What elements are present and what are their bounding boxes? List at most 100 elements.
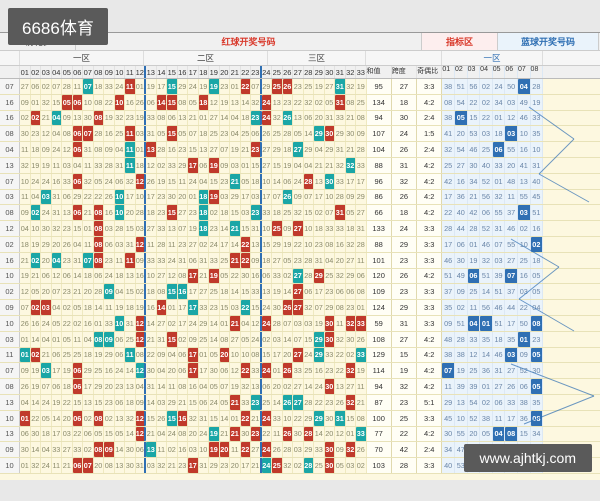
- red-ball-cell[interactable]: 03: [251, 190, 262, 205]
- blue-ball-cell[interactable]: 32: [442, 142, 455, 157]
- red-ball-cell[interactable]: 28: [335, 190, 346, 205]
- blue-ball-cell[interactable]: 08: [531, 411, 544, 426]
- red-ball-cell[interactable]: 03: [346, 458, 357, 473]
- red-ball-cell[interactable]: 29: [304, 442, 315, 457]
- red-ball-cell[interactable]: 08: [356, 284, 367, 299]
- red-ball-cell[interactable]: 17: [199, 363, 210, 378]
- indicator-cell-ratio[interactable]: 3:3: [417, 284, 442, 299]
- red-ball-cell[interactable]: 33: [293, 363, 304, 378]
- red-ball-cell[interactable]: 29: [325, 142, 336, 157]
- table-row[interactable]: 07 10 24 24 16 33 06 32 05 24 06 32 12 26 19 15 11 24 04 15…: [0, 174, 600, 190]
- red-ball-cell[interactable]: 12: [136, 316, 147, 331]
- red-ball-cell[interactable]: 16: [167, 142, 178, 157]
- red-ball-cell[interactable]: 08: [220, 332, 231, 347]
- blue-ball-cell[interactable]: 02: [480, 79, 493, 94]
- red-ball-cell[interactable]: 24: [167, 253, 178, 268]
- red-ball-cell[interactable]: 32: [20, 158, 31, 173]
- red-ball-cell[interactable]: 27: [346, 379, 357, 394]
- red-ball-cell[interactable]: 01: [230, 411, 241, 426]
- red-ball-cell[interactable]: 17: [52, 363, 63, 378]
- red-ball-cell[interactable]: 21: [251, 411, 262, 426]
- red-ball-cell[interactable]: 20: [188, 427, 199, 442]
- red-ball-cell[interactable]: 24: [199, 427, 210, 442]
- red-ball-cell[interactable]: 14: [31, 395, 42, 410]
- red-ball-cell[interactable]: 04: [325, 253, 336, 268]
- red-ball-cell[interactable]: 11: [83, 158, 94, 173]
- red-ball-cell[interactable]: 33: [104, 79, 115, 94]
- red-ball-cell[interactable]: 11: [52, 158, 63, 173]
- indicator-cell-span[interactable]: 30: [392, 111, 417, 126]
- red-ball-cell[interactable]: 02: [167, 316, 178, 331]
- blue-ball-cell[interactable]: 39: [493, 269, 506, 284]
- red-ball-cell[interactable]: 05: [283, 253, 294, 268]
- red-ball-cell[interactable]: 28: [136, 205, 147, 220]
- red-ball-cell[interactable]: 27: [262, 142, 273, 157]
- red-ball-cell[interactable]: 02: [73, 316, 84, 331]
- red-ball-cell[interactable]: 31: [199, 253, 210, 268]
- red-ball-cell[interactable]: 13: [230, 95, 241, 110]
- indicator-cell-sum[interactable]: 109: [367, 284, 392, 299]
- red-ball-cell[interactable]: 23: [220, 174, 231, 189]
- blue-ball-cell[interactable]: 46: [468, 142, 481, 157]
- blue-ball-cell[interactable]: 01: [493, 174, 506, 189]
- blue-ball-cell[interactable]: 52: [480, 174, 493, 189]
- red-ball-cell[interactable]: 04: [136, 379, 147, 394]
- table-row[interactable]: 16 02 02 21 04 09 13 30 08 19 32 23 19 33 08 06 13 21 01 27…: [0, 111, 600, 127]
- red-ball-cell[interactable]: 24: [262, 316, 273, 331]
- red-ball-cell[interactable]: 27: [178, 205, 189, 220]
- red-ball-cell[interactable]: 14: [272, 395, 283, 410]
- blue-ball-cell[interactable]: 42: [442, 174, 455, 189]
- blue-ball-cell[interactable]: 35: [531, 126, 544, 141]
- red-ball-cell[interactable]: 13: [314, 174, 325, 189]
- indicator-cell-span[interactable]: 19: [392, 363, 417, 378]
- red-ball-cell[interactable]: 22: [230, 269, 241, 284]
- red-ball-cell[interactable]: 20: [83, 284, 94, 299]
- red-ball-cell[interactable]: 14: [157, 379, 168, 394]
- red-ball-cell[interactable]: 04: [52, 300, 63, 315]
- red-ball-cell[interactable]: 08: [335, 300, 346, 315]
- blue-ball-cell[interactable]: 44: [505, 300, 518, 315]
- blue-ball-cell[interactable]: 42: [468, 205, 481, 220]
- red-ball-cell[interactable]: 33: [52, 442, 63, 457]
- red-ball-cell[interactable]: 01: [241, 158, 252, 173]
- red-ball-cell[interactable]: 21: [346, 142, 357, 157]
- red-ball-cell[interactable]: 19: [136, 111, 147, 126]
- table-row[interactable]: 02 18 19 29 20 26 04 11 08 06 03 31 12 11 28 11 23 27 02 24…: [0, 237, 600, 253]
- red-ball-cell[interactable]: 06: [115, 174, 126, 189]
- indicator-cell-span[interactable]: 15: [392, 348, 417, 363]
- red-ball-cell[interactable]: 30: [325, 332, 336, 347]
- red-ball-cell[interactable]: 03: [293, 442, 304, 457]
- blue-ball-cell[interactable]: 46: [505, 221, 518, 236]
- blue-ball-cell[interactable]: 02: [518, 221, 531, 236]
- red-ball-cell[interactable]: 13: [167, 221, 178, 236]
- red-ball-cell[interactable]: 15: [94, 395, 105, 410]
- red-ball-cell[interactable]: 31: [83, 142, 94, 157]
- red-ball-cell[interactable]: 18: [136, 158, 147, 173]
- red-ball-cell[interactable]: 16: [104, 363, 115, 378]
- red-ball-cell[interactable]: 17: [188, 284, 199, 299]
- table-row[interactable]: 11 01 02 21 06 25 25 18 19 29 06 11 08 22 09 04 06 17 01 05…: [0, 348, 600, 364]
- red-ball-cell[interactable]: 08: [94, 221, 105, 236]
- blue-ball-cell[interactable]: 22: [468, 95, 481, 110]
- blue-ball-cell[interactable]: 51: [455, 316, 468, 331]
- red-ball-cell[interactable]: 18: [83, 269, 94, 284]
- red-ball-cell[interactable]: 06: [178, 348, 189, 363]
- red-ball-cell[interactable]: 23: [178, 142, 189, 157]
- red-ball-cell[interactable]: 01: [220, 316, 231, 331]
- red-ball-cell[interactable]: 33: [314, 442, 325, 457]
- red-ball-cell[interactable]: 09: [104, 332, 115, 347]
- red-ball-cell[interactable]: 23: [251, 395, 262, 410]
- red-ball-cell[interactable]: 06: [346, 284, 357, 299]
- red-ball-cell[interactable]: 04: [304, 158, 315, 173]
- red-ball-cell[interactable]: 19: [31, 379, 42, 394]
- red-ball-cell[interactable]: 08: [94, 332, 105, 347]
- red-ball-cell[interactable]: 17: [188, 300, 199, 315]
- blue-ball-cell[interactable]: 55: [493, 205, 506, 220]
- red-ball-cell[interactable]: 24: [52, 142, 63, 157]
- red-ball-cell[interactable]: 19: [199, 79, 210, 94]
- blue-ball-cell[interactable]: 34: [493, 95, 506, 110]
- red-ball-cell[interactable]: 30: [325, 316, 336, 331]
- indicator-cell-sum[interactable]: 101: [367, 253, 392, 268]
- indicator-cell-ratio[interactable]: 4:2: [417, 269, 442, 284]
- red-ball-cell[interactable]: 23: [115, 379, 126, 394]
